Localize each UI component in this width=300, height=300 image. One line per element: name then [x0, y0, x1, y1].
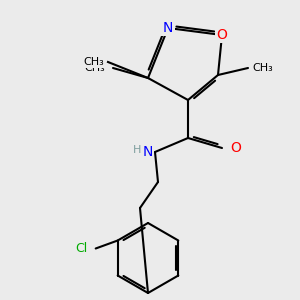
Text: O: O	[230, 141, 241, 155]
Text: CH₃: CH₃	[84, 63, 105, 73]
Text: N: N	[142, 145, 153, 159]
Text: N: N	[163, 21, 173, 35]
Text: CH₃: CH₃	[252, 63, 273, 73]
Text: CH₃: CH₃	[83, 57, 104, 67]
Text: O: O	[217, 28, 227, 42]
Text: Cl: Cl	[75, 242, 88, 255]
Text: H: H	[133, 145, 141, 155]
